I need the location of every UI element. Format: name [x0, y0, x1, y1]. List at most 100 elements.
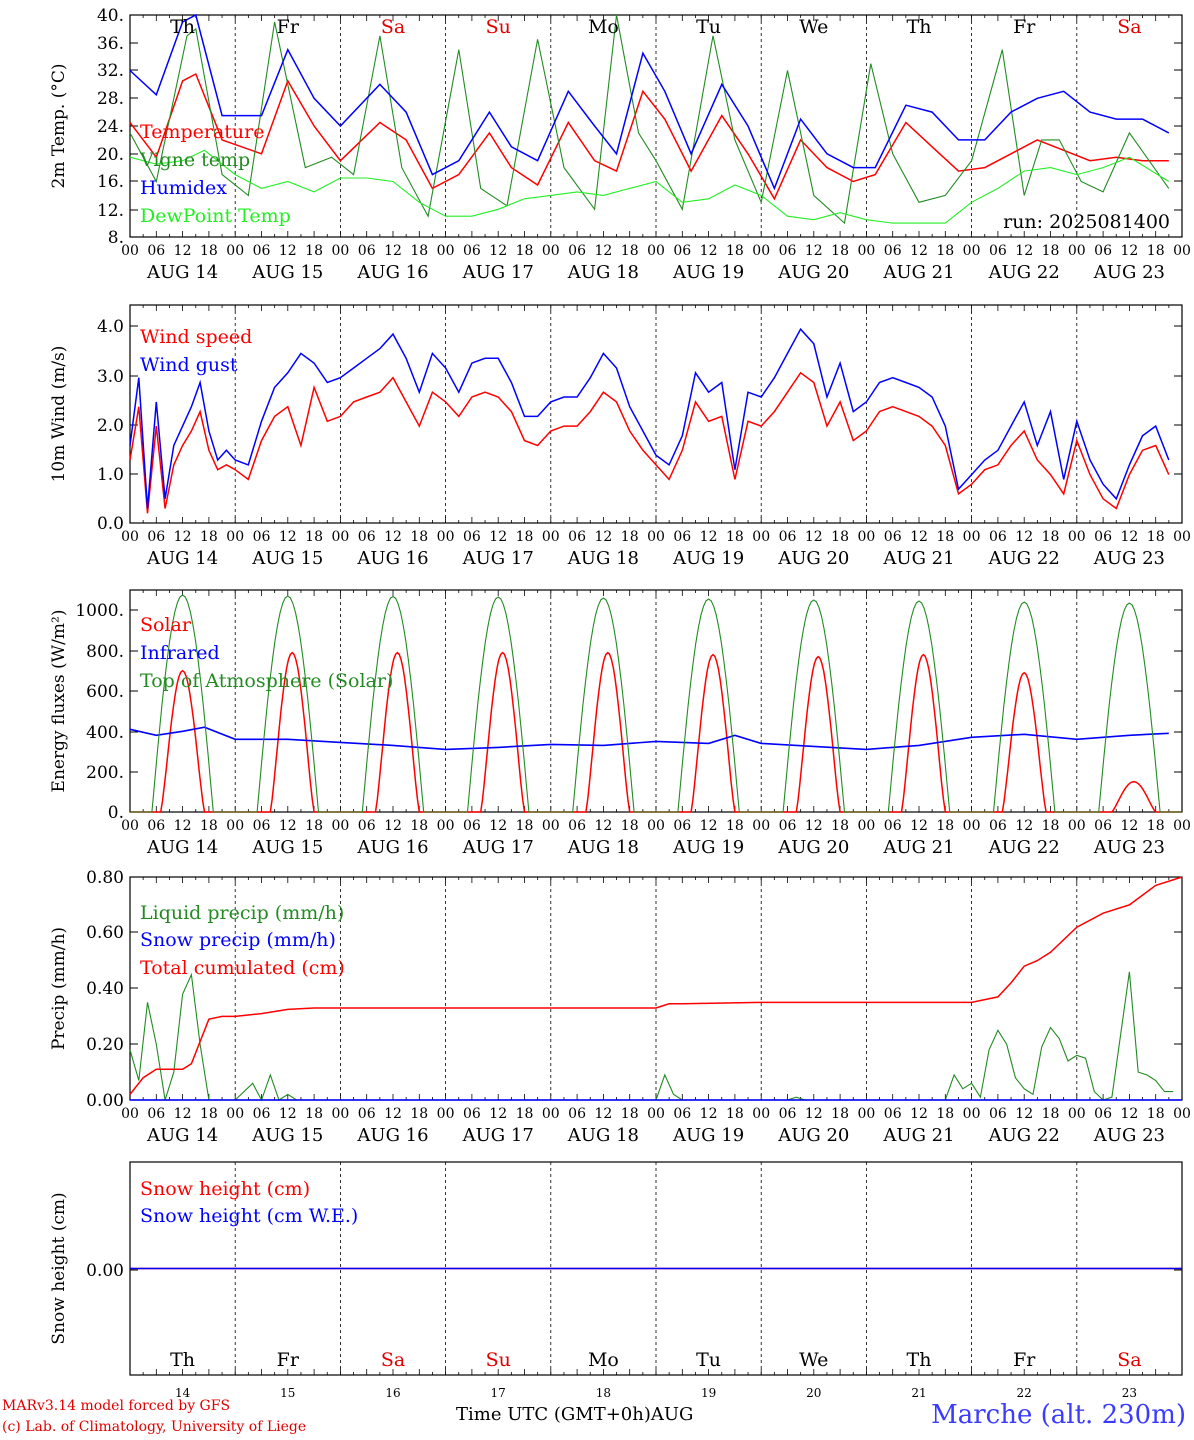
y-tick-label: 0.20: [86, 1035, 124, 1055]
y-tick-label: 24.: [97, 117, 124, 137]
hour-label: 00: [1173, 529, 1191, 545]
day-number-label: 18: [596, 1386, 611, 1400]
date-label: AUG 20: [777, 262, 849, 283]
hour-label: 06: [673, 243, 691, 259]
hour-label: 00: [331, 243, 349, 259]
y-tick-label: 200.: [86, 763, 124, 783]
hour-label: 18: [726, 243, 744, 259]
weekday-label: Th: [907, 16, 932, 38]
weekday-label: Sa: [1117, 16, 1141, 38]
hour-label: 18: [516, 1106, 534, 1122]
hour-label: 00: [437, 529, 455, 545]
hour-label: 00: [752, 818, 770, 834]
date-label: AUG 18: [567, 1125, 639, 1146]
hour-label: 00: [121, 243, 139, 259]
hour-label: 18: [831, 529, 849, 545]
hour-label: 18: [831, 1106, 849, 1122]
series-line-2: [130, 594, 1182, 813]
hour-label: 06: [147, 818, 165, 834]
date-label: AUG 16: [356, 548, 428, 569]
hour-label: 00: [752, 529, 770, 545]
series-line-0: [129, 72, 1169, 201]
hour-label: 00: [647, 529, 665, 545]
legend-entry: DewPoint Temp: [140, 205, 291, 227]
hour-label: 18: [305, 243, 323, 259]
hour-label: 18: [1042, 818, 1060, 834]
day-number-label: 17: [491, 1386, 506, 1400]
weekday-label: Fr: [1013, 1349, 1036, 1371]
weekday-label: Su: [486, 1349, 511, 1371]
y-tick-label: 600.: [86, 682, 124, 702]
date-label: AUG 23: [1093, 548, 1165, 569]
hour-label: 12: [805, 243, 823, 259]
day-number-label: 15: [280, 1386, 295, 1400]
series-line-1: [129, 14, 1170, 225]
hour-label: 18: [200, 1106, 218, 1122]
station-label: Marche (alt. 230m): [931, 1400, 1186, 1430]
legend-entry: Liquid precip (mm/h): [140, 902, 344, 924]
hour-label: 12: [910, 243, 928, 259]
hour-label: 00: [437, 1106, 455, 1122]
hour-label: 00: [437, 243, 455, 259]
hour-label: 06: [673, 529, 691, 545]
legend-entry: Wind gust: [140, 354, 238, 376]
hour-label: 12: [279, 243, 297, 259]
date-label: AUG 14: [146, 1125, 218, 1146]
hour-label: 18: [936, 818, 954, 834]
hour-label: 18: [726, 818, 744, 834]
hour-label: 12: [489, 1106, 507, 1122]
y-tick-label: 0.0: [97, 514, 124, 534]
hour-label: 12: [1015, 1106, 1033, 1122]
date-label: AUG 14: [146, 837, 218, 858]
hour-label: 18: [516, 529, 534, 545]
legend-entry: Top of Atmosphere (Solar): [140, 670, 393, 692]
hour-label: 00: [437, 818, 455, 834]
time-axis-title-text: Time UTC (GMT+0h): [456, 1404, 651, 1425]
hour-label: 12: [384, 529, 402, 545]
weekday-label: Sa: [381, 1349, 405, 1371]
hour-label: 00: [963, 529, 981, 545]
hour-label: 12: [594, 243, 612, 259]
hour-label: 12: [594, 1106, 612, 1122]
hour-label: 06: [568, 529, 586, 545]
date-label: AUG 17: [462, 1125, 534, 1146]
y-tick-label: 2.0: [97, 416, 124, 436]
hour-label: 12: [594, 529, 612, 545]
date-label: AUG 16: [356, 837, 428, 858]
hour-label: 18: [1042, 243, 1060, 259]
y-tick-label: 400.: [86, 723, 124, 743]
date-label: AUG 18: [567, 262, 639, 283]
series-line-0: [129, 371, 1170, 514]
hour-label: 06: [358, 818, 376, 834]
hour-label: 18: [410, 529, 428, 545]
legend-entry: Humidex: [140, 177, 227, 199]
y-tick-label: 1000.: [75, 601, 124, 621]
date-label: AUG 20: [777, 548, 849, 569]
hour-label: 12: [279, 1106, 297, 1122]
hour-label: 06: [147, 529, 165, 545]
hour-label: 12: [174, 243, 192, 259]
hour-label: 00: [226, 818, 244, 834]
y-axis-label: Energy fluxes (W/m²): [49, 610, 69, 793]
legend-entry: Solar: [140, 614, 192, 636]
series-line-0: [129, 971, 1174, 1102]
y-tick-label: 32.: [97, 61, 124, 81]
hour-label: 06: [989, 529, 1007, 545]
hour-label: 12: [489, 818, 507, 834]
y-axis-label: 10m Wind (m/s): [49, 346, 69, 483]
date-label: AUG 15: [251, 1125, 323, 1146]
hour-label: 12: [384, 243, 402, 259]
panel-3: 0. 200. 400. 600. 800. 1000. Energy fluxes (W/…: [49, 589, 1191, 858]
date-label: AUG 19: [672, 548, 744, 569]
y-tick-label: 20.: [97, 145, 124, 165]
date-label: AUG 21: [882, 262, 954, 283]
hour-label: 00: [121, 529, 139, 545]
hour-label: 06: [989, 243, 1007, 259]
hour-label: 06: [1094, 529, 1112, 545]
hour-label: 06: [253, 1106, 271, 1122]
hour-label: 12: [384, 1106, 402, 1122]
y-tick-label: 8.: [108, 228, 124, 248]
date-label: AUG 21: [882, 548, 954, 569]
hour-label: 00: [1068, 529, 1086, 545]
hour-label: 18: [1147, 529, 1165, 545]
